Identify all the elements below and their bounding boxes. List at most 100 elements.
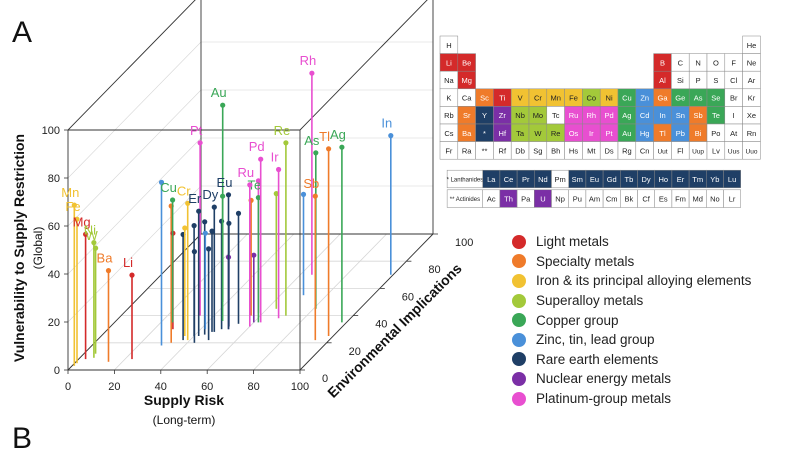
x-axis-title: Supply Risk [144,392,224,408]
element-rb-symbol: Rb [444,111,454,120]
element-lv-symbol: Lv [712,146,720,155]
legend-label: Platinum-group metals [536,391,672,407]
element-np-symbol: Np [555,195,565,204]
point-ni [91,240,97,246]
z-tick-label: 40 [375,319,387,331]
element-lr [723,189,741,208]
point-eu [225,192,232,198]
label-ru: Ru [237,165,254,180]
element-ar-symbol: Ar [748,76,756,85]
data-point [273,191,279,197]
point-dy [211,204,217,210]
element-fl-symbol: Fl [677,146,684,155]
legend: Light metals Specialty metals Iron & its p… [512,232,751,408]
legend-label: Specialty metals [536,253,635,269]
point-er [196,208,202,214]
element-n-symbol: N [695,58,700,67]
data-point [158,179,165,185]
point-sb [312,193,318,199]
element-si-symbol: Si [677,76,684,85]
element-er-symbol: Er [677,175,685,184]
label-li: Li [123,255,133,270]
label-sb: Sb [303,176,319,191]
element-sc-symbol: Sc [480,94,489,103]
element-am-symbol: Am [589,195,600,204]
legend-dot-icon [512,391,526,406]
legend-label: Iron & its principal alloying elements [536,273,752,289]
legend-label: Superalloy metals [536,293,644,309]
element-ag-symbol: Ag [622,111,631,120]
element-ir-symbol: Ir [589,129,594,138]
element-v-symbol: V [518,94,523,103]
element-zr-symbol: Zr [499,111,507,120]
element-lu [723,169,741,189]
label-ag: Ag [330,127,346,142]
element-se-symbol: Se [711,94,720,103]
legend-item: Platinum-group metals [512,389,751,409]
element-p-symbol: P [696,76,701,85]
x-axis-subtitle: (Long-term) [153,413,216,427]
periodic-table: H He Li Be B C N O F Ne Na Mg Al Si P S Cl Ar K Ca Sc Ti V Cr Mn… [439,35,761,208]
element-lu-symbol: Lu [728,175,736,184]
element-nd-symbol: Nd [538,175,548,184]
element-uuo [742,141,761,160]
element-bk-symbol: Bk [625,195,634,204]
element-rn-symbol: Rn [747,129,757,138]
element-cm-symbol: Cm [606,195,618,204]
axis-box-edge [67,233,202,371]
element-sr-symbol: Sr [463,111,471,120]
element-tm-symbol: Tm [692,175,703,184]
element-th-symbol: Th [504,195,513,204]
data-point [191,223,197,229]
legend-dot-icon [512,352,526,367]
label-in: In [381,116,392,131]
label-mg: Mg [73,214,91,229]
data-point [209,228,215,234]
panel-label-b: B [12,422,33,455]
label-rh: Rh [300,53,317,68]
element-ta-symbol: Ta [516,129,525,138]
legend-item: Iron & its principal alloying elements [512,271,751,291]
element-au-symbol: Au [622,129,631,138]
z-axis-title: Environmental Implications [324,260,465,401]
element-h-symbol: H [446,41,451,50]
x-tick-label: 80 [247,381,259,393]
element-ac-symbol: Ac [487,195,496,204]
axis-box-edge [299,233,434,371]
legend-dot-icon [512,234,526,249]
z-tick-label: 60 [402,291,414,303]
element-eu-symbol: Eu [590,175,599,184]
element-ds-symbol: Ds [605,146,614,155]
legend-item: Zinc, tin, lead group [512,330,751,350]
element-sm-symbol: Sm [572,175,583,184]
element-na-symbol: Na [444,76,454,85]
element-mt-symbol: Mt [587,146,596,155]
floor-gridline [253,233,387,371]
point-tl [326,146,332,152]
data-point [251,252,257,258]
y-tick-label: 60 [48,221,60,233]
element-uus-symbol: Uus [728,148,740,155]
element-bh-symbol: Bh [551,146,560,155]
side-gridline [67,185,202,323]
element-po-symbol: Po [711,129,720,138]
legend-dot-icon [512,293,526,308]
element-ho-symbol: Ho [659,175,669,184]
legend-item: Specialty metals [512,252,751,272]
label-er: Er [188,191,202,206]
label-dy: Dy [202,187,218,202]
element-pu-symbol: Pu [573,195,582,204]
legend-dot-icon [512,313,526,328]
actinides-label: ** Actinides [450,197,480,203]
element-xe-symbol: Xe [747,111,756,120]
y-tick-label: 20 [48,317,60,329]
point-te [255,195,261,201]
floor-gridline [114,233,248,371]
element-he-symbol: He [747,41,757,50]
y-tick-label: 0 [54,365,60,377]
point-cr [185,200,191,206]
element-star-symbol: * [483,129,486,138]
legend-item: Superalloy metals [512,291,751,311]
label-as: As [304,133,320,148]
